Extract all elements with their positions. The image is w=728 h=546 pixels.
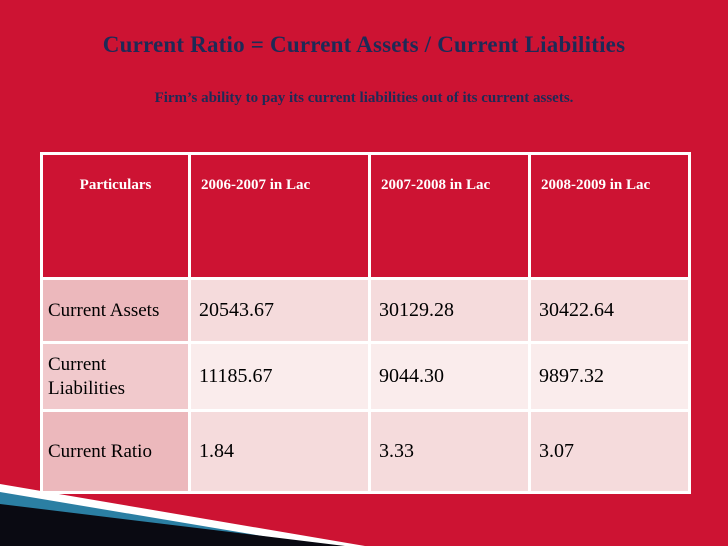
column-header-2006-2007: 2006-2007 in Lac [188,152,371,280]
table-row-current-ratio: Current Ratio 1.84 3.33 3.07 [40,409,691,494]
black-triangle [0,504,345,546]
table-header-row: Particulars 2006-2007 in Lac 2007-2008 i… [40,152,691,280]
teal-stripe [0,492,322,546]
table-cell: 3.33 [368,409,531,494]
table-cell: 11185.67 [188,341,371,412]
column-header-2008-2009: 2008-2009 in Lac [528,152,691,280]
row-label: Current Liabilities [40,341,191,412]
current-ratio-table: Particulars 2006-2007 in Lac 2007-2008 i… [40,152,691,494]
table-cell: 9044.30 [368,341,531,412]
table-cell: 1.84 [188,409,371,494]
table-cell: 30422.64 [528,277,691,344]
table-cell: 30129.28 [368,277,531,344]
table-cell: 3.07 [528,409,691,494]
row-label: Current Ratio [40,409,191,494]
table-row-current-liabilities: Current Liabilities 11185.67 9044.30 989… [40,341,691,412]
column-header-particulars: Particulars [40,152,191,280]
slide-subtitle: Firm’s ability to pay its current liabil… [154,90,574,106]
table-row-current-assets: Current Assets 20543.67 30129.28 30422.6… [40,277,691,344]
row-label: Current Assets [40,277,191,344]
slide-title: Current Ratio = Current Assets / Current… [102,32,626,57]
column-header-2007-2008: 2007-2008 in Lac [368,152,531,280]
table-cell: 9897.32 [528,341,691,412]
table-cell: 20543.67 [188,277,371,344]
